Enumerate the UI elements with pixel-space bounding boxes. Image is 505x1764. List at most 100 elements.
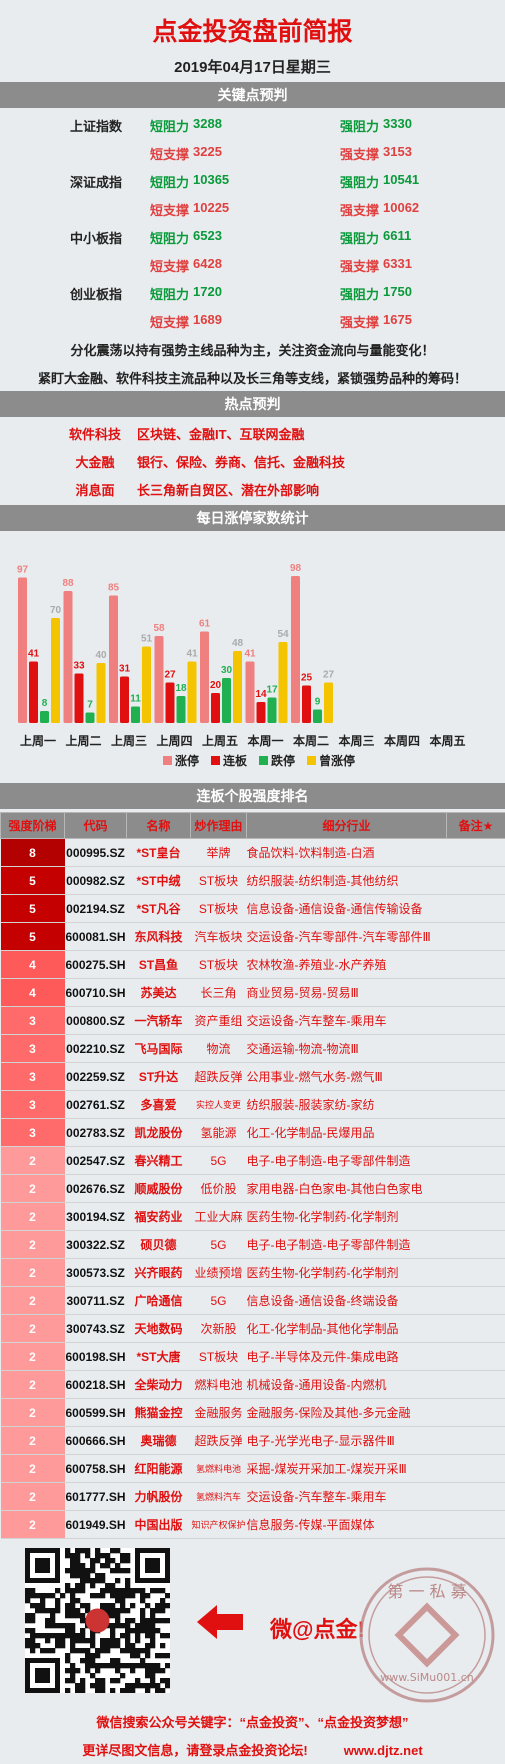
industry: 信息设备-通信设备-终端设备 (246, 1286, 447, 1315)
data-label: 58 (153, 623, 165, 634)
bar-曾涨停-本周二 (324, 682, 333, 723)
strong-support-label: 强支撑 (340, 147, 380, 162)
bar-跌停-上周二 (85, 712, 95, 723)
note-cell (446, 1146, 505, 1175)
strong-resistance-label: 强阻力 (340, 119, 380, 134)
ranking-table: 强度阶梯 代码 名称 炒作理由 细分行业 备注★ 8 000995.SZ *ST皇台… (0, 812, 505, 1539)
data-label: 54 (277, 629, 289, 640)
table-row: 2 300573.SZ 兴齐眼药 业绩预增 医药生物-化学制药-化学制剂 (0, 1258, 505, 1287)
industry: 电子-电子制造-电子零部件制造 (246, 1230, 447, 1259)
table-row: 2 600599.SH 熊猫金控 金融服务 金融服务-保险及其他-多元金融 (0, 1398, 505, 1427)
bar-连板-上周一 (29, 661, 38, 723)
data-label: 61 (199, 619, 211, 630)
strength-level: 3 (0, 1006, 65, 1035)
industry: 电子-电子制造-电子零部件制造 (246, 1146, 447, 1175)
strength-level: 2 (0, 1314, 65, 1343)
stock-code: 300194.SZ (64, 1202, 127, 1231)
x-tick-label: 上周二 (65, 733, 101, 748)
stock-name: 飞马国际 (126, 1034, 191, 1063)
hot-text-software: 区块链、金融IT、互联网金融 (137, 427, 305, 442)
data-label: 8 (42, 698, 48, 709)
forum-link[interactable]: www.djtz.net (343, 1743, 423, 1758)
index-support-row: 短支撑 6428 强支撑 6331 (0, 250, 505, 278)
bar-涨停-上周五 (200, 631, 209, 723)
stock-name: ST升达 (126, 1062, 191, 1091)
industry: 医药生物-化学制药-化学制剂 (246, 1202, 447, 1231)
short-support-value: 3225 (193, 144, 222, 159)
stock-code: 002547.SZ (64, 1146, 127, 1175)
stock-code: 002259.SZ (64, 1062, 127, 1091)
hype-reason: 工业大麻 (190, 1202, 247, 1231)
industry: 信息设备-通信设备-通信传输设备 (246, 894, 447, 923)
industry: 纺织服装-纺织制造-其他纺织 (246, 866, 447, 895)
bar-曾涨停-上周五 (233, 651, 242, 723)
industry: 交通运输-物流-物流Ⅲ (246, 1034, 447, 1063)
arrow-left-icon (197, 1605, 243, 1639)
forum-line: 更详尽图文信息，请登录点金投资论坛! www.djtz.net (0, 1740, 505, 1759)
bar-跌停-上周一 (40, 711, 49, 723)
strong-resistance-value: 6611 (383, 228, 412, 243)
table-row: 4 600710.SH 苏美达 长三角 商业贸易-贸易-贸易Ⅲ (0, 978, 505, 1007)
hype-reason: 氢燃料电池 (190, 1454, 247, 1483)
bar-曾涨停-本周一 (278, 642, 288, 723)
strength-level: 2 (0, 1398, 65, 1427)
data-label: 7 (87, 700, 93, 711)
data-label: 70 (50, 605, 62, 616)
hype-reason: ST板块 (190, 950, 247, 979)
report-title: 点金投资盘前简报 (152, 18, 353, 46)
stock-name: 中国出版 (126, 1510, 191, 1539)
col-note: 备注★ (446, 812, 505, 839)
industry: 化工-化学制品-民爆用品 (246, 1118, 447, 1147)
strong-support-value: 10062 (383, 200, 420, 215)
bar-连板-本周二 (302, 685, 311, 723)
stock-code: 600599.SH (64, 1398, 127, 1427)
strength-level: 2 (0, 1482, 65, 1511)
index-resistance-row: 中小板指 短阻力 6523 强阻力 6611 (0, 222, 505, 250)
data-label: 17 (266, 685, 278, 696)
industry: 家用电器-白色家电-其他白色家电 (246, 1174, 447, 1203)
hot-label-news: 消息面 (75, 483, 115, 498)
strength-level: 2 (0, 1202, 65, 1231)
strong-resistance-value: 10541 (383, 172, 420, 187)
index-support-row: 短支撑 3225 强支撑 3153 (0, 138, 505, 166)
ranking-body: 8 000995.SZ *ST皇台 举牌 食品饮料-饮料制造-白酒 5 000982.SZ *… (0, 838, 505, 1539)
hype-reason: 物流 (190, 1034, 247, 1063)
col-industry: 细分行业 (246, 812, 447, 839)
limit-up-chart: 97 41 8 70 上周一 88 33 7 40 上周二 85 31 11 51 上周三 58 27 18 41 上… (17, 563, 466, 768)
stock-code: 000995.SZ (64, 838, 127, 867)
stock-name: 天地数码 (126, 1314, 191, 1343)
stock-code: 600081.SH (64, 922, 127, 951)
stock-code: 600758.SH (64, 1454, 127, 1483)
bar-涨停-本周二 (291, 576, 300, 723)
index-resistance-row: 深证成指 短阻力 10365 强阻力 10541 (0, 166, 505, 194)
bar-连板-上周四 (165, 682, 175, 723)
table-row: 2 300711.SZ 广哈通信 5G 信息设备-通信设备-终端设备 (0, 1286, 505, 1315)
strong-support-label: 强支撑 (340, 259, 380, 274)
industry: 采掘-煤炭开采加工-煤炭开采Ⅲ (246, 1454, 447, 1483)
table-row: 2 300194.SZ 福安药业 工业大麻 医药生物-化学制药-化学制剂 (0, 1202, 505, 1231)
weibo-label: 微@点金! (270, 1617, 365, 1642)
hype-reason: 超跌反弹 (190, 1062, 247, 1091)
data-label: 41 (28, 649, 40, 660)
data-label: 88 (62, 578, 74, 589)
table-row: 3 002761.SZ 多喜爱 实控人变更 纺织服装-服装家纺-家纺 (0, 1090, 505, 1119)
bar-涨停-本周一 (245, 661, 255, 723)
col-reason: 炒作理由 (190, 812, 247, 839)
hype-reason: 金融服务 (190, 1398, 247, 1427)
strength-level: 8 (0, 838, 65, 867)
chart-header: 每日涨停家数统计 (0, 505, 505, 531)
stock-name: 顺威股份 (126, 1174, 191, 1203)
forum-text: 更详尽图文信息，请登录点金投资论坛! (82, 1743, 308, 1758)
industry: 交运设备-汽车整车-乘用车 (246, 1482, 447, 1511)
stock-code: 300322.SZ (64, 1230, 127, 1259)
strength-level: 4 (0, 950, 65, 979)
seal-top-text: 第 一 私 募 (387, 1582, 466, 1601)
industry: 电子-光学光电子-显示器件Ⅲ (246, 1426, 447, 1455)
bar-曾涨停-上周二 (96, 663, 106, 723)
hot-header: 热点预判 (0, 391, 505, 417)
note-cell (446, 1286, 505, 1315)
note-cell (446, 1118, 505, 1147)
short-support-label: 短支撑 (150, 259, 190, 274)
hype-reason: 5G (190, 1230, 247, 1259)
table-row: 3 002259.SZ ST升达 超跌反弹 公用事业-燃气水务-燃气Ⅲ (0, 1062, 505, 1091)
